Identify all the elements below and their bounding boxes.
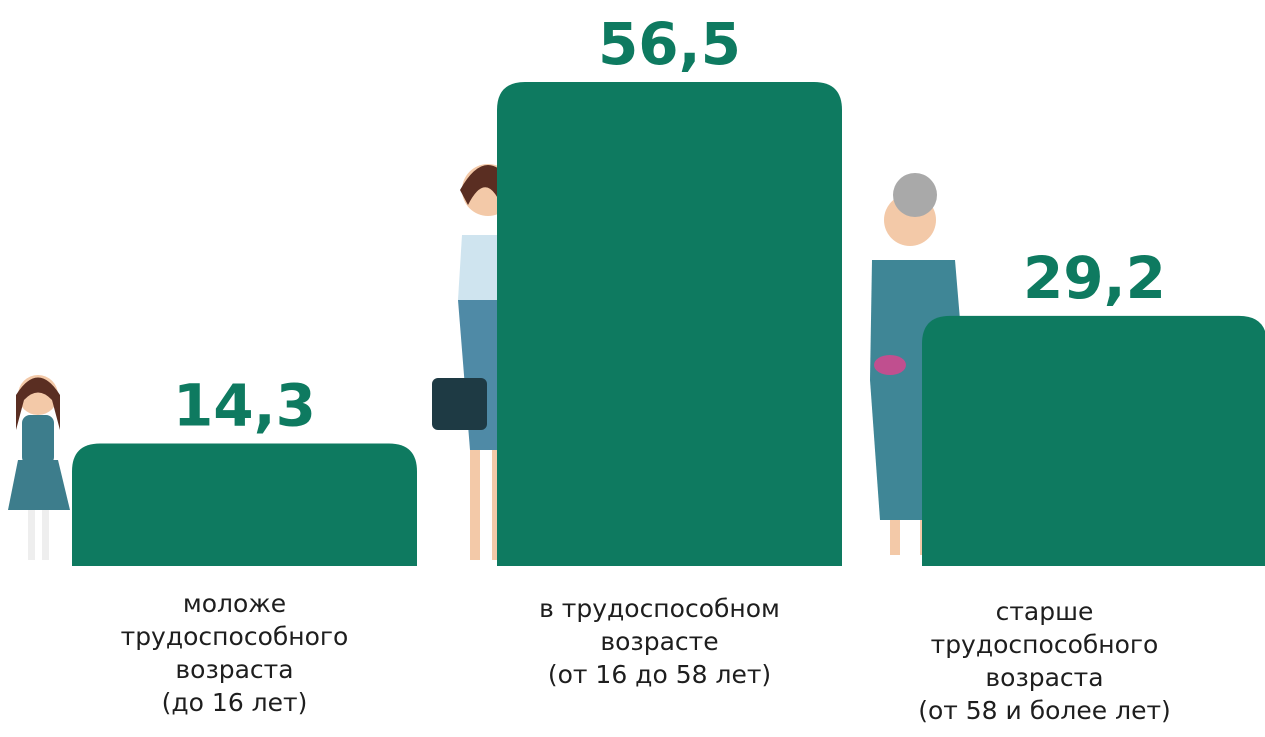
category-label: возраста bbox=[175, 655, 293, 684]
bar bbox=[72, 444, 417, 566]
girl-illustration bbox=[8, 375, 70, 560]
category-label: старше bbox=[996, 597, 1094, 626]
category-label: возрасте bbox=[600, 627, 718, 656]
category-label: моложе bbox=[183, 589, 286, 618]
bar bbox=[922, 316, 1265, 566]
category-label: возраста bbox=[985, 663, 1103, 692]
chart: 14,3 моложе трудоспособного возраста (до 16 … bbox=[0, 0, 1265, 737]
category-label: (от 16 до 58 лет) bbox=[548, 660, 771, 689]
category-label: (от 58 и более лет) bbox=[918, 696, 1171, 725]
category-label: в трудоспособном bbox=[539, 594, 780, 623]
category-label: трудоспособного bbox=[121, 622, 349, 651]
value-label: 29,2 bbox=[1023, 244, 1166, 312]
category-label: (до 16 лет) bbox=[162, 688, 308, 717]
bar bbox=[497, 82, 842, 566]
value-label: 14,3 bbox=[173, 372, 316, 440]
category-label: трудоспособного bbox=[931, 630, 1159, 659]
value-label: 56,5 bbox=[598, 10, 741, 78]
